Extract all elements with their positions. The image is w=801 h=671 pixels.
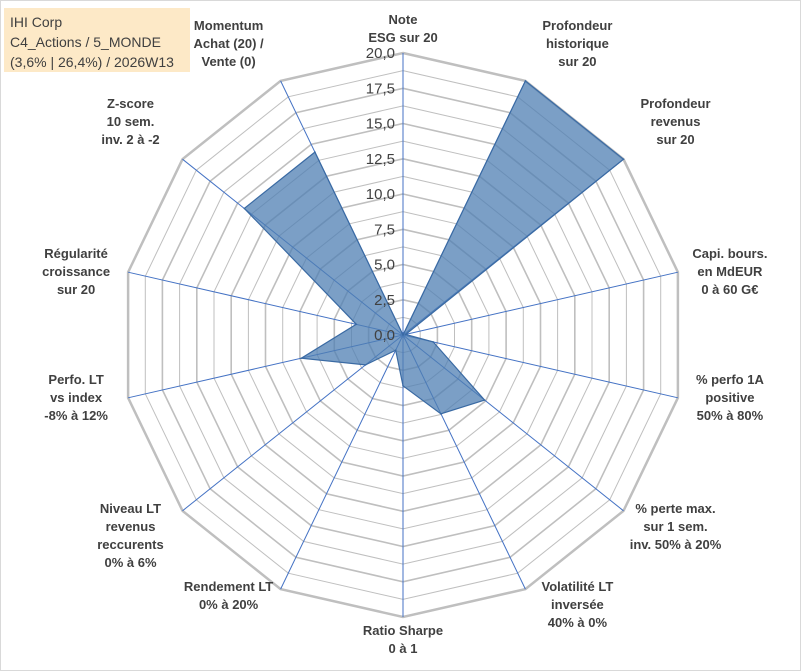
- data-point: [483, 399, 486, 401]
- tick-label: 0,0: [374, 327, 395, 344]
- data-point: [314, 151, 316, 153]
- axis-spoke: [280, 334, 404, 590]
- tick-label: 10,0: [366, 186, 395, 203]
- tick-layer: 0,0 2,5 5,0 7,5 10,0 12,5 15,0 17,5 20,0: [366, 45, 395, 344]
- category-label: Z-score 10 sem. inv. 2 à -2: [101, 96, 159, 147]
- data-point: [524, 80, 527, 82]
- axis-spoke: [402, 334, 679, 399]
- data-point: [440, 413, 442, 415]
- category-label: Profondeur historique sur 20: [542, 18, 612, 69]
- tick-label: 17,5: [366, 80, 395, 97]
- axis-spoke: [402, 271, 679, 336]
- tick-label: 20,0: [366, 45, 395, 62]
- tick-label: 7,5: [374, 221, 395, 238]
- data-point: [394, 349, 397, 352]
- category-label: Momentum Achat (20) / Vente (0): [194, 18, 264, 69]
- tick-label: 12,5: [366, 151, 395, 168]
- data-point: [364, 364, 367, 366]
- series-layer: [243, 79, 625, 415]
- data-point: [432, 341, 435, 343]
- category-label: Volatilité LT inversée 40% à 0%: [542, 579, 614, 630]
- tick-label: 15,0: [366, 116, 395, 133]
- stats-label: (3,6% | 26,4%) / 2026W13: [10, 54, 174, 70]
- category-label: Profondeur revenus sur 20: [640, 96, 710, 147]
- info-box: IHI Corp C4_Actions / 5_MONDE (3,6% | 26…: [4, 8, 190, 72]
- data-point: [402, 385, 404, 387]
- tick-label: 2,5: [374, 292, 395, 309]
- category-label: C4_Actions / 5_MONDE: [10, 34, 161, 50]
- label-layer: Note ESG sur 20 Profondeur historique sur 20…: [42, 12, 767, 656]
- category-label: Perfo. LT vs index -8% à 12%: [44, 372, 108, 423]
- tick-label: 5,0: [374, 257, 395, 274]
- category-label: Régularité croissance sur 20: [42, 246, 110, 297]
- data-point: [243, 207, 246, 210]
- data-point: [622, 158, 625, 160]
- company-name: IHI Corp: [10, 14, 63, 30]
- data-point: [404, 333, 407, 336]
- category-label: Niveau LT revenus reccurents 0% à 6%: [97, 501, 163, 570]
- data-point: [300, 357, 303, 360]
- data-point: [402, 334, 404, 336]
- category-label: Rendement LT 0% à 20%: [184, 579, 273, 612]
- category-label: Ratio Sharpe 0 à 1: [363, 623, 443, 656]
- category-label: Capi. bours. en MdEUR 0 à 60 G€: [692, 246, 767, 297]
- category-label: Note ESG sur 20: [368, 12, 437, 45]
- category-label: % perfo 1A positive 50% à 80%: [696, 372, 765, 423]
- category-label: % perte max. sur 1 sem. inv. 50% à 20%: [630, 501, 722, 552]
- data-point: [355, 323, 358, 326]
